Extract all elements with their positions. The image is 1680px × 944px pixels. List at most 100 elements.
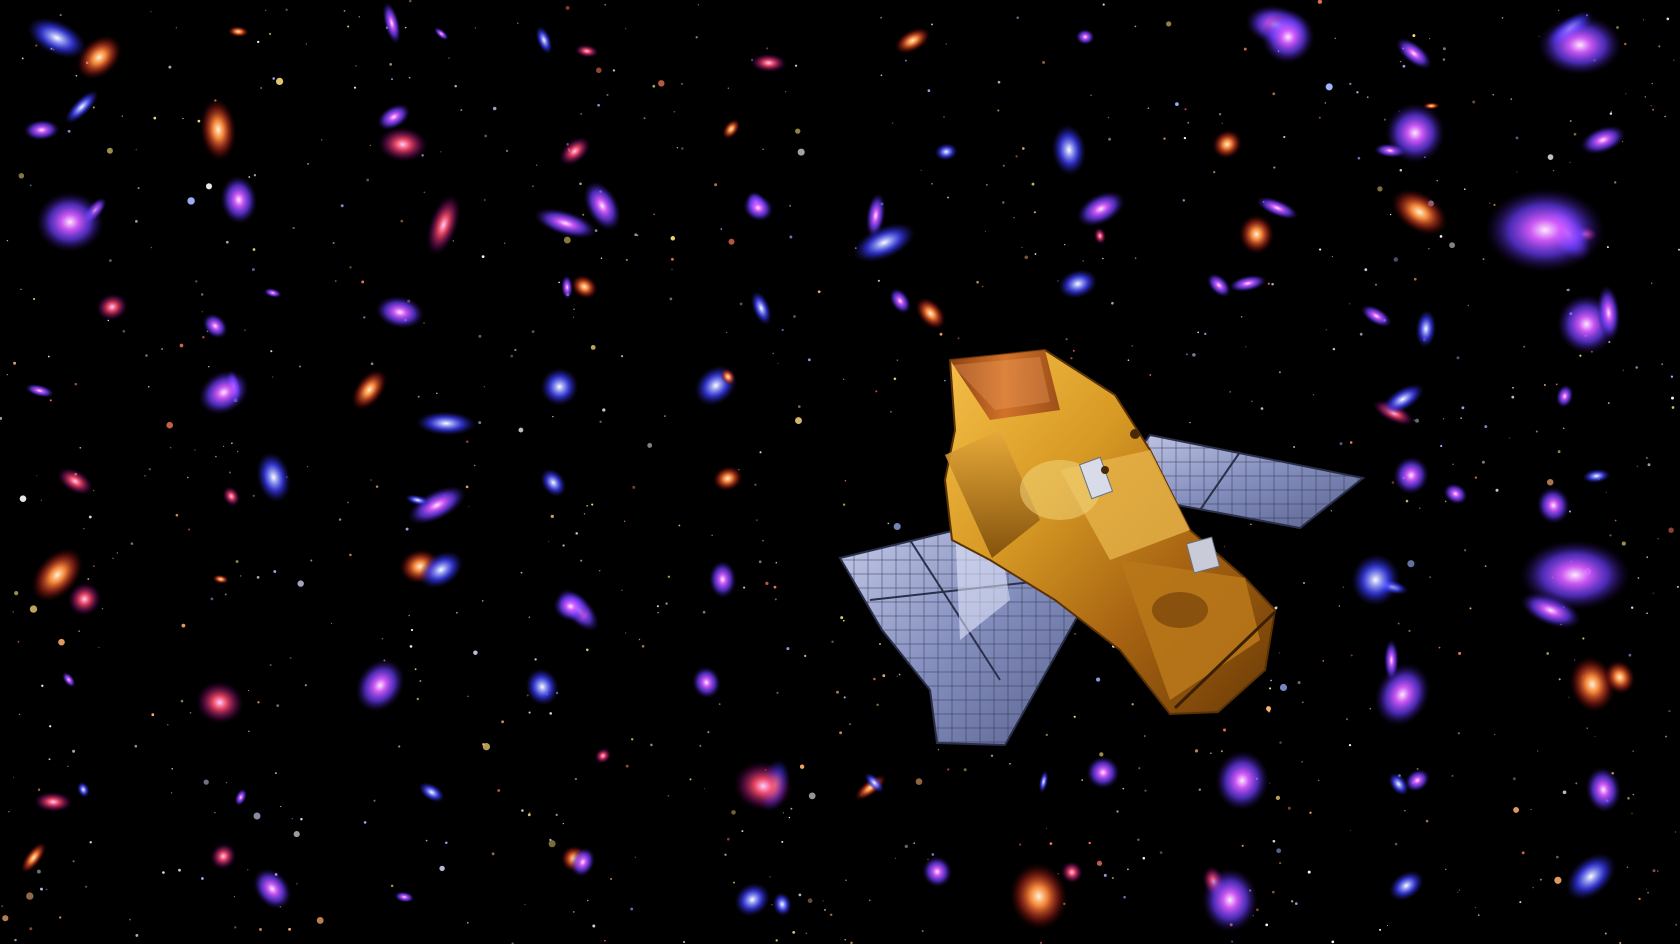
star <box>875 390 878 393</box>
star <box>1493 203 1496 206</box>
star <box>774 598 777 601</box>
galaxy <box>594 747 612 764</box>
star <box>135 148 138 151</box>
star <box>1676 585 1679 588</box>
star <box>548 840 556 848</box>
galaxy <box>434 27 449 41</box>
star <box>257 701 260 704</box>
star <box>195 280 198 283</box>
galaxy <box>559 136 591 166</box>
galaxy <box>1060 861 1083 884</box>
star <box>296 883 298 885</box>
star <box>1127 868 1129 871</box>
star <box>1627 797 1630 800</box>
galaxy <box>252 868 292 910</box>
star <box>842 619 845 622</box>
star <box>1438 646 1441 649</box>
star <box>145 354 148 357</box>
star <box>904 59 907 62</box>
galaxy <box>426 193 461 256</box>
star <box>188 528 191 531</box>
star <box>1628 653 1632 657</box>
star <box>563 236 571 244</box>
star <box>638 638 641 641</box>
star <box>945 43 947 45</box>
star <box>1270 679 1272 682</box>
star <box>776 691 779 694</box>
star <box>532 185 534 187</box>
star <box>1494 733 1496 736</box>
star <box>1283 135 1286 139</box>
star <box>1016 16 1019 19</box>
star <box>1267 709 1271 713</box>
star <box>501 720 505 724</box>
star <box>634 233 638 237</box>
star <box>1265 923 1269 927</box>
star <box>650 743 653 747</box>
star <box>135 220 138 223</box>
star <box>657 612 659 614</box>
star <box>795 417 802 425</box>
star <box>534 658 537 661</box>
star <box>1122 787 1125 790</box>
star <box>168 65 172 69</box>
star <box>1482 258 1485 261</box>
galaxy <box>1215 750 1270 811</box>
galaxy <box>720 368 736 386</box>
star <box>201 877 204 880</box>
star <box>1386 924 1389 927</box>
star <box>202 335 205 339</box>
star <box>1218 113 1222 116</box>
star <box>621 589 623 591</box>
star <box>256 576 260 579</box>
star <box>1646 556 1648 558</box>
galaxy <box>1582 468 1611 484</box>
star <box>667 794 670 797</box>
galaxy <box>31 547 84 603</box>
star <box>1394 842 1398 846</box>
star <box>850 941 853 944</box>
star <box>363 316 366 319</box>
star <box>1127 359 1130 361</box>
star <box>0 416 3 420</box>
star <box>731 810 736 815</box>
star <box>842 503 846 506</box>
star <box>1622 369 1625 372</box>
star <box>292 226 295 230</box>
spacecraft-body <box>943 348 1277 716</box>
star <box>1402 64 1406 68</box>
star <box>1250 523 1252 526</box>
star <box>144 475 146 477</box>
star <box>1614 181 1617 184</box>
star <box>59 14 62 17</box>
star <box>1339 442 1343 445</box>
star <box>355 65 357 67</box>
galaxy <box>1404 769 1430 792</box>
galaxy <box>67 582 102 617</box>
star <box>878 642 882 646</box>
star <box>409 0 412 3</box>
star <box>1558 678 1561 681</box>
star <box>1389 213 1392 216</box>
galaxy <box>202 313 228 339</box>
star <box>1031 182 1035 186</box>
star <box>990 754 994 757</box>
star <box>171 767 173 770</box>
star <box>921 930 924 932</box>
star <box>565 5 570 10</box>
star <box>799 764 805 769</box>
star <box>410 628 414 632</box>
star <box>1637 577 1640 579</box>
star <box>87 578 90 580</box>
star <box>937 748 940 751</box>
star <box>702 610 706 614</box>
star <box>1102 257 1104 260</box>
star <box>1221 122 1223 124</box>
star <box>409 645 413 648</box>
star <box>466 440 469 444</box>
star <box>307 162 310 165</box>
star <box>18 173 25 179</box>
star <box>408 76 411 79</box>
star <box>1439 235 1443 238</box>
star <box>1345 718 1349 721</box>
